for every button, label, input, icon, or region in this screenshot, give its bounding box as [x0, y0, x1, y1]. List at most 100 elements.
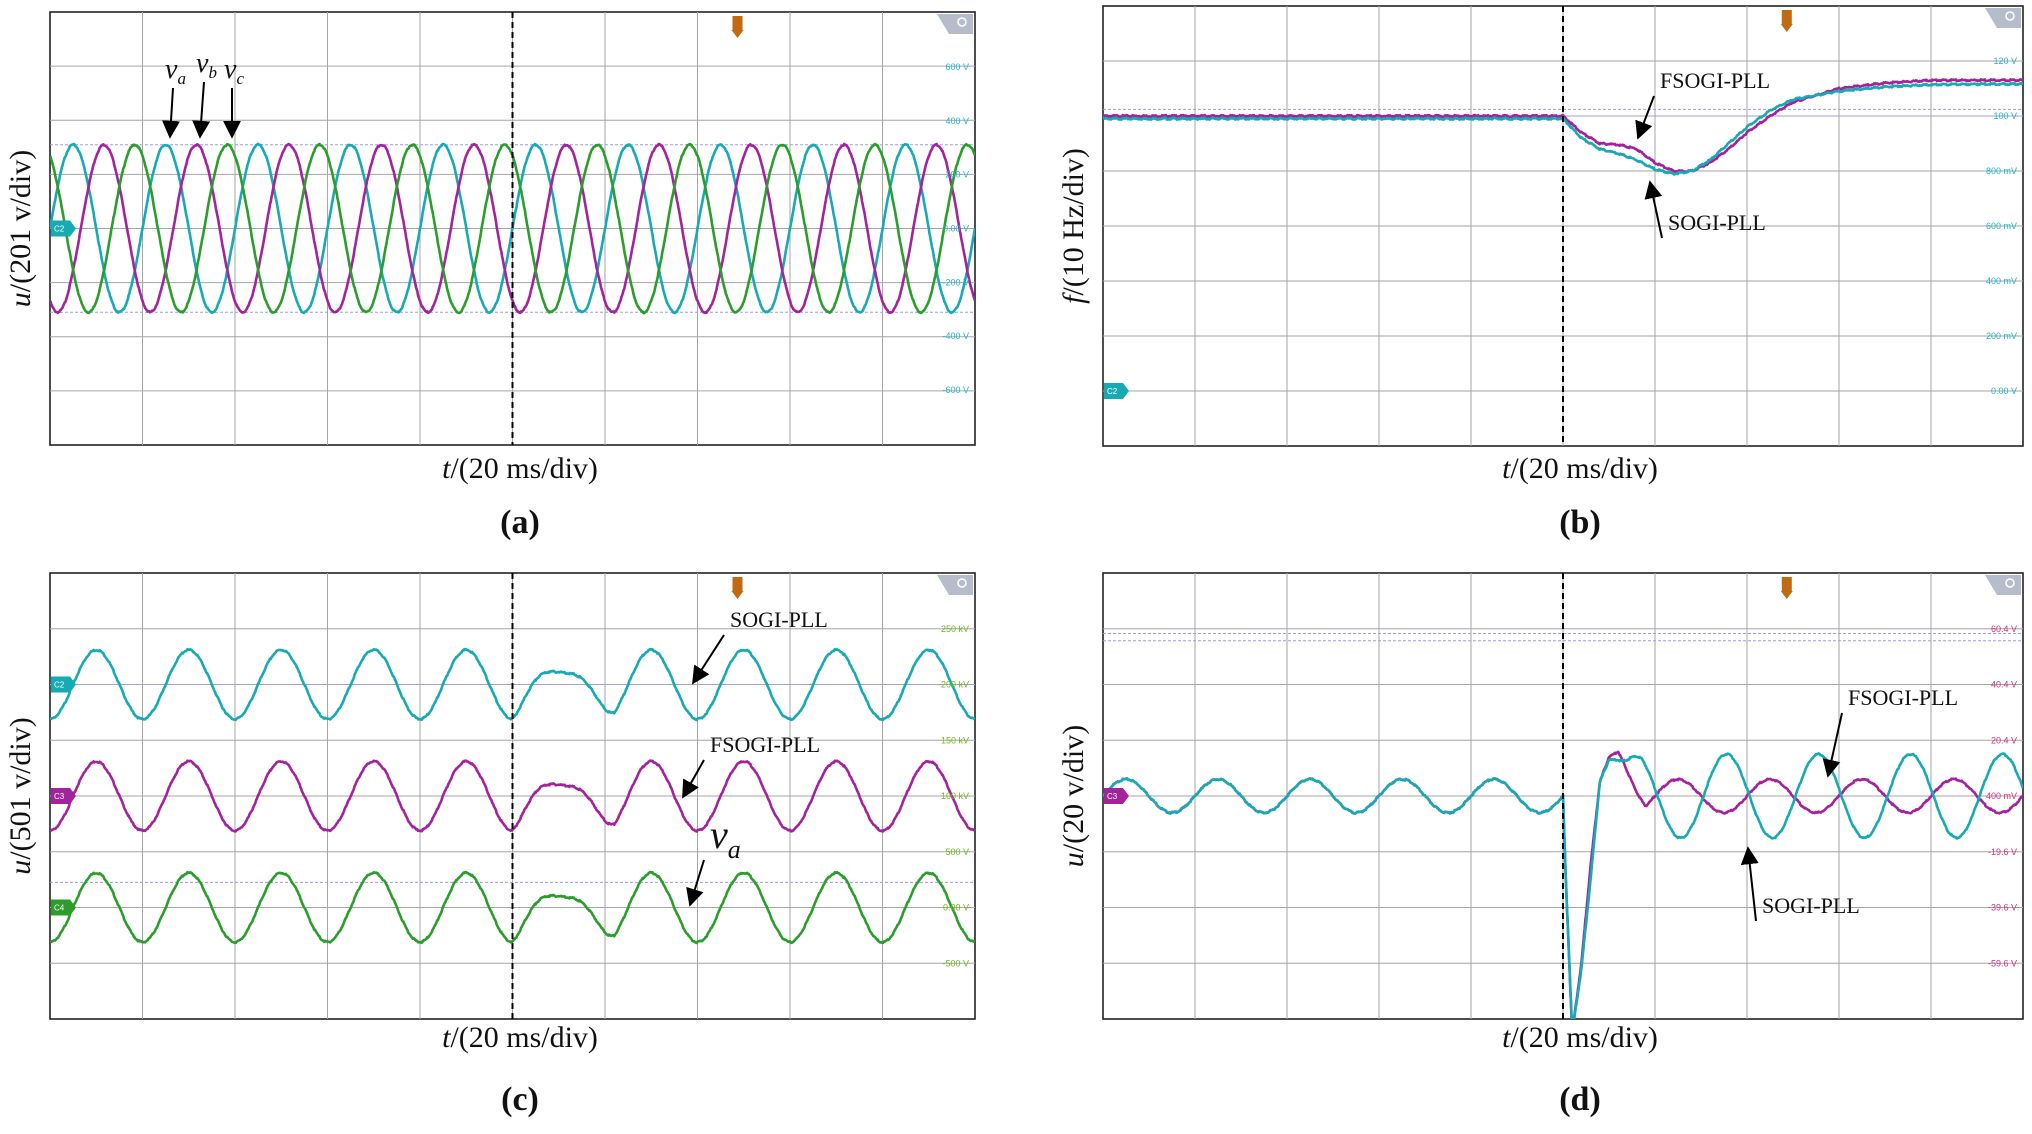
annotation-label-main: v	[165, 54, 178, 85]
annotation-label: vc	[224, 54, 244, 88]
annotation-arrow-icon	[1822, 712, 1843, 778]
annotation-arrow-icon	[692, 634, 725, 685]
zoom-badge-lens	[957, 17, 967, 27]
right-tick-label: 200 kV	[941, 680, 969, 690]
right-tick-label: 0.00 V	[943, 224, 969, 234]
right-tick-label: 20.4 V	[1991, 735, 2017, 745]
annotation-label-main: v	[710, 812, 728, 857]
channel-marker-label: C3	[1107, 792, 1118, 801]
right-tick-label: 200 V	[945, 170, 969, 180]
trigger-marker-icon	[1780, 10, 1793, 32]
channel-marker-icon: C2	[51, 676, 76, 693]
right-tick-label: 40.4 V	[1991, 680, 2017, 690]
annotation-label: SOGI-PLL	[1668, 210, 1766, 235]
x-axis-label-var: t	[442, 1021, 451, 1054]
y-axis-label-var: u	[1057, 852, 1090, 867]
right-tick-label: -600 V	[942, 385, 969, 395]
trigger-marker-tip	[1780, 591, 1793, 599]
y-axis-label-var: u	[4, 860, 37, 875]
channel-marker-shape	[51, 788, 76, 804]
y-axis-label-var: u	[4, 292, 37, 307]
right-tick-label: 100 V	[1993, 111, 2017, 121]
chart-panel-c: 250 kV 200 kV 150 kV 100 kV 500 V 0.00 V -500 …	[49, 572, 976, 1020]
x-axis-label-var: t	[442, 452, 451, 485]
zoom-badge-icon	[1985, 8, 2021, 28]
trigger-marker-tip	[1780, 24, 1793, 32]
annotation-label: vb	[196, 48, 217, 82]
zoom-badge-lens	[2005, 11, 2015, 21]
annotation-arrow-icon	[682, 759, 705, 799]
series-line-FSOGI-PLL	[1103, 78, 2023, 174]
chart-panel-a: 600 V 400 V 200 V 0.00 V -200 V -400 V -600 V C…	[49, 11, 976, 446]
panel-caption-c: (c)	[501, 1081, 539, 1118]
panel-caption-b: (b)	[1559, 504, 1601, 541]
channel-marker-icon: C3	[51, 788, 76, 804]
x-axis-label-unit: /(20 ms/div)	[1510, 1021, 1658, 1054]
annotation-c-2: va	[686, 812, 741, 907]
zoom-badge-lens	[2005, 578, 2015, 588]
annotation-label: FSOGI-PLL	[1848, 685, 1958, 710]
zoom-badge-icon	[937, 14, 973, 34]
y-axis-label-c: u/(501 v/div)	[4, 717, 37, 875]
channel-marker-shape	[51, 899, 76, 916]
right-tick-label: 0.00 V	[943, 903, 969, 913]
trigger-marker-icon	[731, 16, 744, 38]
right-tick-label: -19.6 V	[1988, 847, 2017, 857]
annotation-c-0: SOGI-PLL	[692, 607, 828, 685]
annotation-b-1: SOGI-PLL	[1644, 180, 1766, 239]
annotation-d-0: FSOGI-PLL	[1822, 685, 1958, 778]
channel-marker-shape	[51, 676, 76, 693]
right-tick-label: 60.4 V	[1991, 624, 2017, 634]
channel-marker-label: C2	[1107, 387, 1118, 396]
zoom-badge-icon	[1985, 575, 2021, 595]
annotation-label-sub: a	[728, 835, 741, 864]
right-tick-label: 400 mV	[1986, 276, 2017, 286]
x-axis-label-var: t	[1502, 1021, 1511, 1054]
chart-panel-b: 120 V 100 V 800 mV 600 mV 400 mV 200 mV 0.00 V…	[1102, 5, 2024, 447]
x-axis-label-c: t/(20 ms/div)	[442, 1021, 598, 1054]
trigger-marker-icon	[731, 577, 744, 599]
right-tick-label: 120 V	[1993, 56, 2017, 66]
x-axis-label-a: t/(20 ms/div)	[442, 452, 598, 485]
y-axis-label-unit: /(501 v/div)	[4, 717, 37, 860]
right-tick-label: 200 mV	[1986, 331, 2017, 341]
y-axis-label-unit: /(201 v/div)	[4, 150, 37, 293]
zoom-badge-lens	[957, 578, 967, 588]
zoom-badge-icon	[937, 575, 973, 595]
channel-marker-icon: C2	[51, 220, 76, 237]
panel-caption-a: (a)	[500, 504, 540, 541]
channel-marker-label: C4	[54, 904, 65, 913]
series-line-v_b	[50, 142, 975, 315]
right-tick-label: -39.6 V	[1988, 903, 2017, 913]
annotation-c-1: FSOGI-PLL	[682, 732, 820, 799]
annotation-label: FSOGI-PLL	[1660, 68, 1770, 93]
trigger-marker-body	[732, 16, 743, 30]
y-axis-label-unit: /(20 v/div)	[1057, 725, 1090, 853]
channel-marker-icon: C3	[1104, 788, 1129, 804]
chart-panel-d: 60.4 V 40.4 V 20.4 V 400 mV -19.6 V -39.6 V -5…	[1102, 572, 2024, 1020]
trigger-marker-tip	[731, 30, 744, 38]
right-tick-label: 400 mV	[1986, 791, 2017, 801]
right-tick-label: 150 kV	[941, 735, 969, 745]
annotation-label-main: v	[224, 54, 237, 85]
annotation-b-0: FSOGI-PLL	[1635, 68, 1770, 140]
trigger-marker-body	[732, 577, 743, 591]
channel-marker-shape	[1104, 383, 1129, 399]
series-line-FSOGI-PLL	[50, 759, 975, 833]
x-axis-label-unit: /(20 ms/div)	[450, 452, 598, 485]
trigger-marker-tip	[731, 591, 744, 599]
annotation-label: SOGI-PLL	[730, 607, 828, 632]
right-tick-label: 600 V	[945, 62, 969, 72]
annotation-arrow-icon	[192, 81, 211, 139]
y-axis-label-d: u/(20 v/div)	[1057, 725, 1090, 868]
right-tick-label: 600 mV	[1986, 221, 2017, 231]
annotation-label-sub: b	[208, 63, 217, 82]
right-tick-label: -400 V	[942, 331, 969, 341]
channel-marker-shape	[51, 220, 76, 237]
annotation-label-main: v	[196, 48, 209, 79]
trigger-marker-body	[1781, 577, 1792, 591]
channel-marker-label: C2	[54, 225, 65, 234]
channel-marker-icon: C4	[51, 899, 76, 916]
trigger-marker-icon	[1780, 577, 1793, 599]
